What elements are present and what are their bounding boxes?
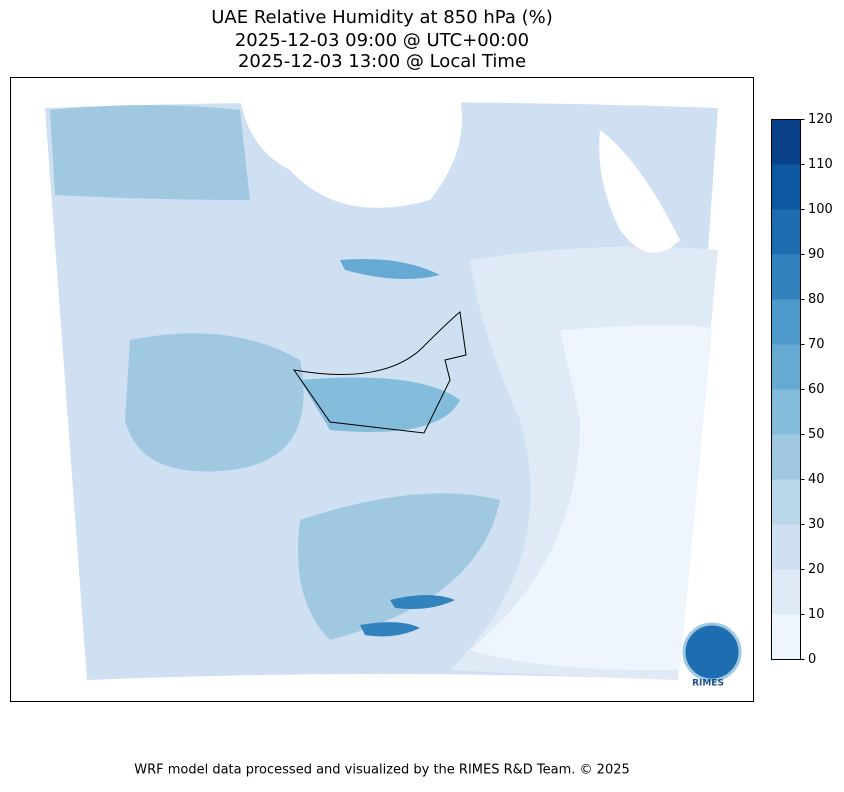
tick-label: 120 (808, 112, 833, 127)
tick-label: 80 (808, 292, 825, 307)
title: UAE Relative Humidity at 850 hPa (%) (211, 7, 552, 28)
colorbar-segment (771, 209, 801, 255)
tick-label: 40 (808, 472, 825, 487)
colorbar-segment (771, 344, 801, 390)
tick-label: 50 (808, 427, 825, 442)
colorbar-segment (771, 254, 801, 300)
colorbar-segment (771, 164, 801, 210)
colorbar-segment (771, 569, 801, 615)
colorbar-segment (771, 614, 801, 660)
colorbar-segment (771, 524, 801, 570)
colorbar-segment (771, 434, 801, 480)
tick-label: 110 (808, 157, 833, 172)
colorbar: 0 10 20 30 40 50 60 70 80 90 100 110 120 (771, 112, 833, 667)
logo-text: RIMES (692, 679, 724, 689)
map-frame (10, 77, 754, 702)
subtitle: 2025-12-03 09:00 @ UTC+00:00 (235, 30, 529, 51)
colorbar-segment (771, 299, 801, 345)
colorbar-frame (771, 119, 801, 660)
subtitle: 2025-12-03 13:00 @ Local Time (238, 51, 526, 72)
tick-label: 70 (808, 337, 825, 352)
tick-label: 0 (808, 652, 816, 667)
tick-label: 90 (808, 247, 825, 262)
colorbar-segment (771, 479, 801, 525)
tick-label: 60 (808, 382, 825, 397)
tick-label: 30 (808, 517, 825, 532)
tick-label: 100 (808, 202, 833, 217)
tick-label: 20 (808, 562, 825, 577)
colorbar-segment (771, 119, 801, 165)
colorbar-segment (771, 389, 801, 435)
map: RIMES (45, 98, 742, 689)
footer: WRF model data processed and visualized … (134, 763, 630, 778)
tick-label: 10 (808, 607, 825, 622)
